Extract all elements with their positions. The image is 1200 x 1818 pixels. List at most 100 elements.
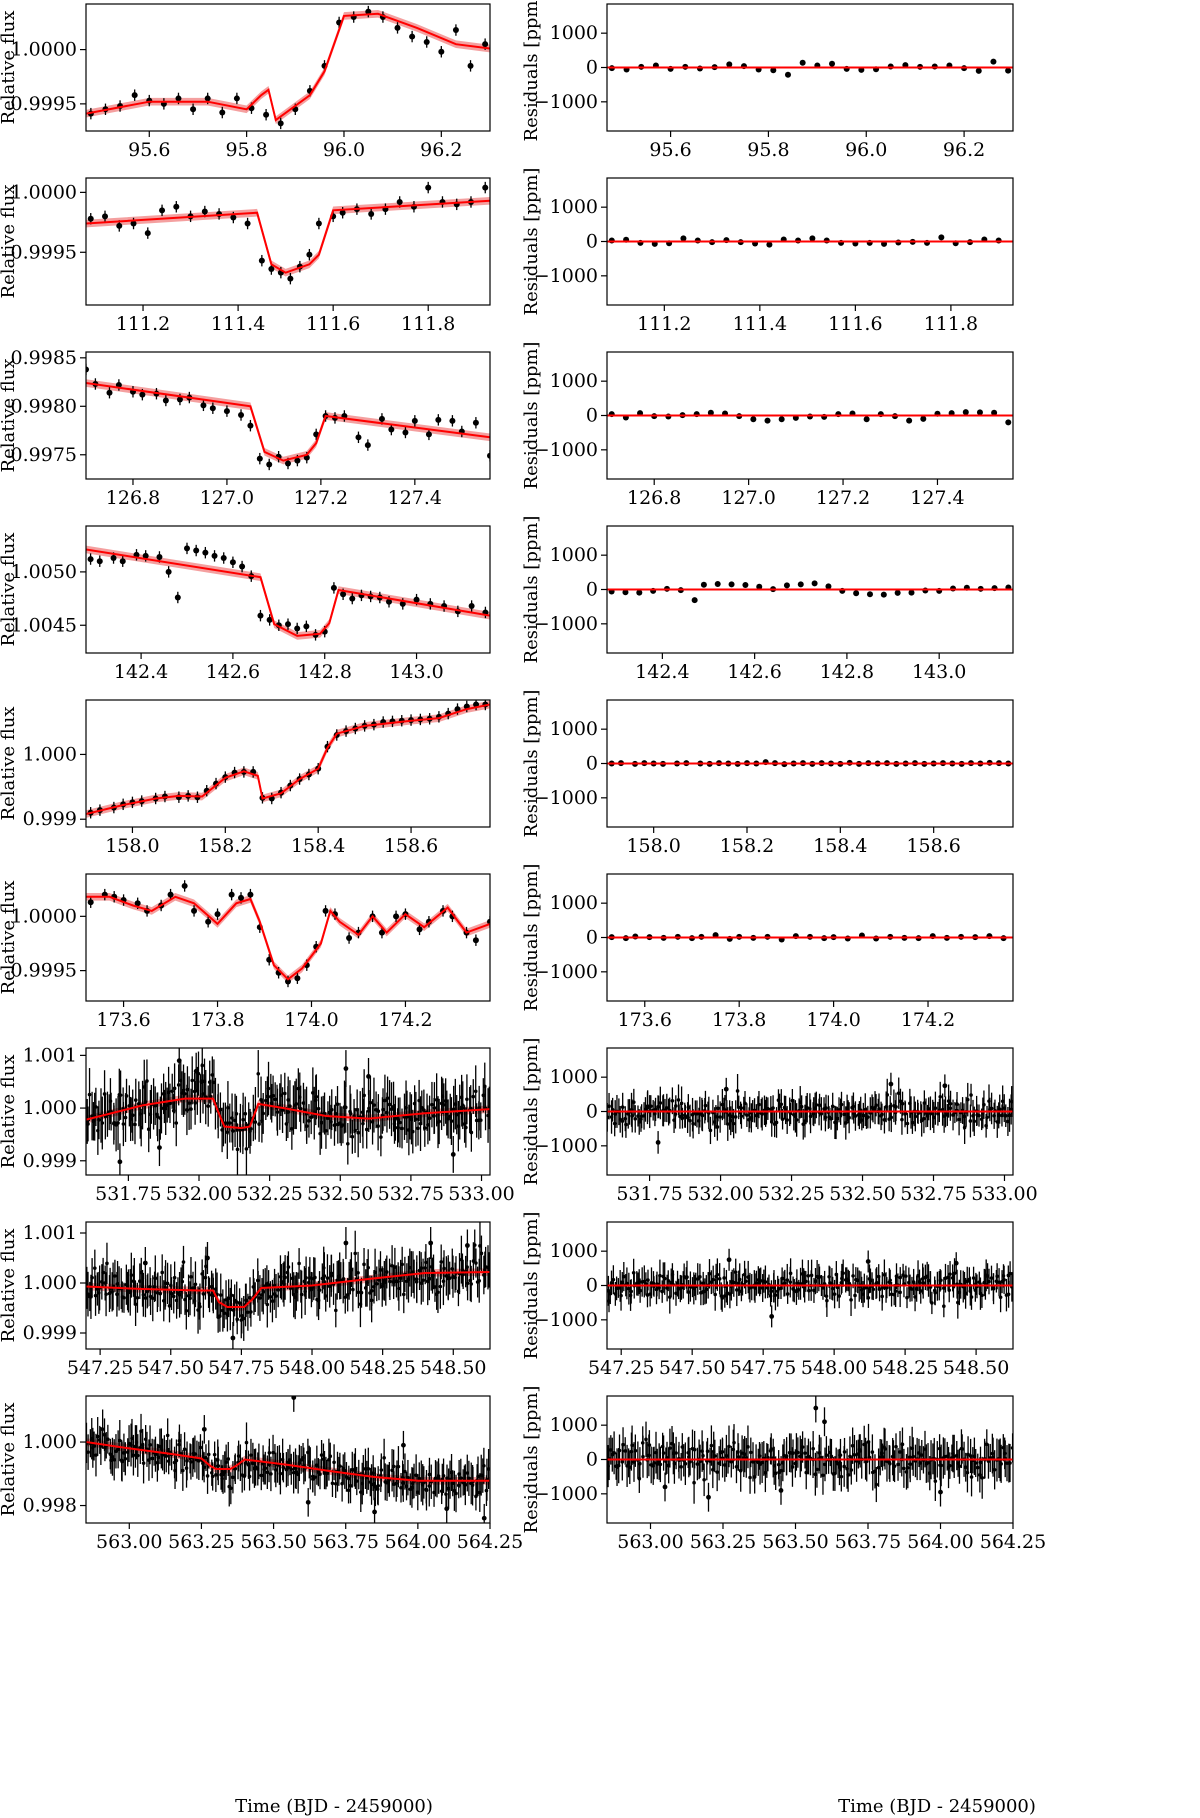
panel-2-flux: 111.2 111.4 111.6 111.8 0.9995 1.0000Relative… — [0, 177, 491, 335]
x-tick-label: 548.50 — [420, 1357, 486, 1379]
data-point — [888, 1269, 892, 1291]
data-point — [783, 1269, 787, 1297]
data-point — [633, 1105, 638, 1133]
plot-area — [86, 1222, 490, 1349]
data-point — [182, 1432, 187, 1467]
panel-9-flux: 563.00 563.25 563.50 563.75 564.00 564.25 0.99… — [0, 1395, 523, 1553]
data-point — [286, 1448, 290, 1477]
data-point — [894, 1092, 898, 1122]
y-tick-label: 0 — [586, 1275, 598, 1297]
data-point — [220, 552, 227, 564]
data-points — [608, 234, 1002, 248]
data-point — [327, 1265, 332, 1308]
data-point — [303, 620, 310, 633]
x-tick-label: 96.2 — [420, 139, 462, 161]
data-point — [706, 1482, 711, 1512]
data-point — [219, 106, 226, 119]
data-point — [410, 1109, 415, 1154]
data-point — [210, 1056, 215, 1094]
model-line — [86, 1441, 490, 1482]
data-point — [632, 933, 639, 940]
x-tick-label: 563.25 — [690, 1531, 756, 1553]
y-axis-label: Residuals [ppm] — [521, 168, 542, 316]
x-tick-label: 158.4 — [813, 835, 867, 857]
data-point — [305, 1488, 311, 1517]
data-point — [289, 1453, 294, 1485]
plot-area — [86, 700, 490, 819]
plot-area — [607, 1072, 1013, 1154]
data-point — [942, 1074, 948, 1098]
data-point — [861, 1102, 866, 1129]
data-point — [454, 1094, 459, 1135]
data-point — [218, 1092, 223, 1127]
data-point — [181, 1245, 186, 1279]
data-point — [851, 1263, 855, 1289]
model-line — [86, 895, 490, 981]
x-tick-label: 158.6 — [906, 835, 960, 857]
data-point — [997, 1094, 1002, 1124]
data-point — [390, 1449, 394, 1492]
data-point — [691, 597, 698, 604]
data-point — [416, 923, 423, 936]
x-tick-label: 564.00 — [907, 1531, 973, 1553]
data-point — [101, 1257, 105, 1288]
data-point — [359, 1277, 364, 1308]
data-point — [723, 1448, 727, 1482]
data-point — [629, 1279, 634, 1304]
x-tick-label: 127.2 — [294, 487, 348, 509]
data-point — [473, 1065, 478, 1118]
data-point — [376, 1094, 381, 1129]
data-points — [607, 1396, 1013, 1512]
axes-frame — [85, 699, 491, 828]
data-point — [913, 1282, 917, 1312]
data-point — [978, 1446, 983, 1479]
data-point — [158, 1275, 163, 1312]
data-point — [297, 1248, 301, 1279]
data-point — [204, 1246, 208, 1286]
data-point — [701, 1441, 705, 1471]
data-point — [613, 1100, 617, 1128]
data-point — [205, 1242, 210, 1274]
data-point — [688, 1104, 692, 1137]
data-point — [938, 1477, 943, 1507]
model-uncertainty-band — [86, 196, 490, 277]
data-point — [329, 1254, 334, 1292]
data-point — [674, 1436, 678, 1470]
y-tick-label: 1.0000 — [11, 39, 77, 61]
data-point — [256, 1050, 261, 1098]
data-point — [130, 1089, 135, 1141]
data-point — [953, 1252, 959, 1275]
data-point — [93, 1249, 97, 1287]
x-tick-label: 95.6 — [649, 139, 691, 161]
data-point — [801, 1108, 806, 1140]
data-point — [318, 1459, 322, 1490]
data-point — [467, 60, 474, 72]
data-point — [695, 1100, 699, 1128]
data-point — [201, 1415, 207, 1444]
data-point — [287, 272, 294, 285]
data-point — [611, 1265, 616, 1294]
data-point — [472, 934, 479, 946]
plot-area — [607, 58, 1013, 78]
data-point — [239, 560, 246, 573]
data-point — [636, 589, 643, 596]
data-point — [457, 1459, 461, 1488]
data-points — [87, 542, 489, 641]
data-point — [989, 1092, 994, 1125]
data-point — [348, 1093, 353, 1134]
data-point — [328, 1442, 333, 1470]
data-points — [87, 880, 490, 988]
data-point — [839, 1091, 844, 1118]
data-point — [324, 1112, 328, 1149]
data-point — [625, 1267, 629, 1300]
data-point — [987, 1268, 991, 1295]
data-point — [153, 1436, 158, 1472]
y-tick-label: 1000 — [550, 196, 598, 218]
x-tick-label: 531.75 — [616, 1183, 682, 1205]
data-point — [817, 1266, 822, 1287]
data-point — [885, 1078, 890, 1111]
data-point — [813, 1396, 819, 1423]
data-point — [760, 1442, 764, 1483]
data-point — [131, 89, 138, 101]
data-point — [736, 1095, 741, 1120]
